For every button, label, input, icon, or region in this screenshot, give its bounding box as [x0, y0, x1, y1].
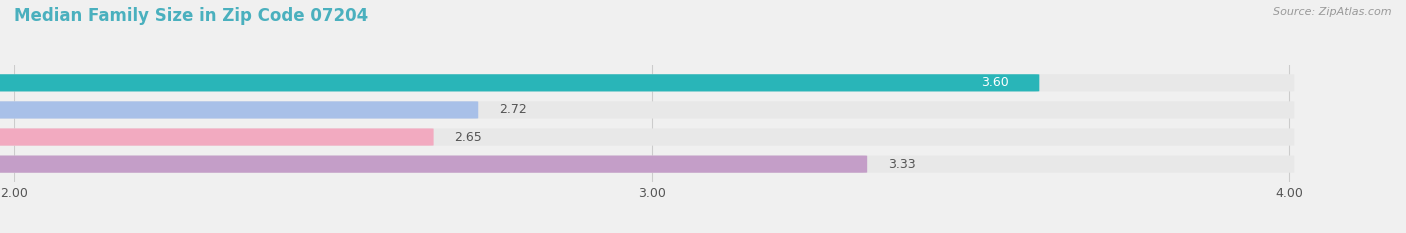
- FancyBboxPatch shape: [0, 101, 478, 119]
- FancyBboxPatch shape: [0, 74, 1295, 92]
- Text: 3.33: 3.33: [887, 158, 915, 171]
- Text: 2.65: 2.65: [454, 130, 482, 144]
- Text: Source: ZipAtlas.com: Source: ZipAtlas.com: [1274, 7, 1392, 17]
- FancyBboxPatch shape: [0, 74, 1039, 92]
- FancyBboxPatch shape: [0, 155, 868, 173]
- FancyBboxPatch shape: [0, 128, 433, 146]
- FancyBboxPatch shape: [0, 128, 1295, 146]
- Text: 2.72: 2.72: [499, 103, 526, 116]
- Text: Median Family Size in Zip Code 07204: Median Family Size in Zip Code 07204: [14, 7, 368, 25]
- FancyBboxPatch shape: [0, 101, 1295, 119]
- FancyBboxPatch shape: [0, 155, 1295, 173]
- Text: 3.60: 3.60: [981, 76, 1008, 89]
